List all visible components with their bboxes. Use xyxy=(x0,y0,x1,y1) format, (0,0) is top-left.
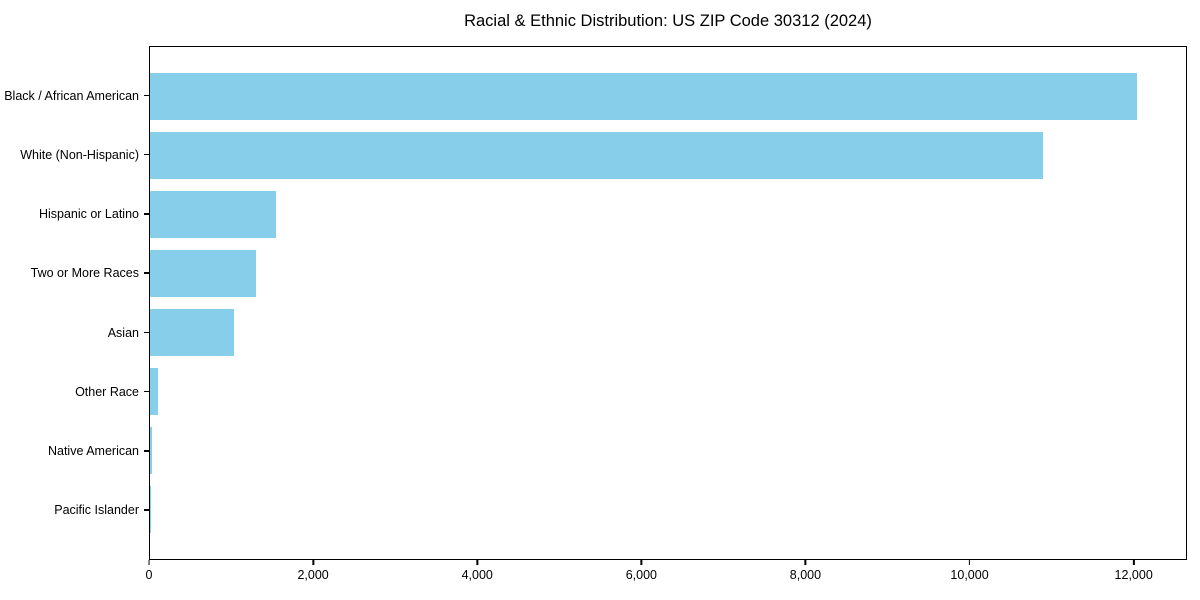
x-axis: 0 2,000 4,000 6,000 8,000 10,000 12,000 xyxy=(145,560,1187,592)
x-tick-mark xyxy=(312,560,314,565)
x-tick-label: 2,000 xyxy=(297,568,329,582)
y-tick-cell: White (Non-Hispanic) xyxy=(0,125,149,184)
y-tick-cell: Two or More Races xyxy=(0,244,149,303)
x-tick-label: 12,000 xyxy=(1114,568,1153,582)
x-tick-label: 8,000 xyxy=(789,568,822,582)
bar xyxy=(150,249,257,298)
x-tick-mark xyxy=(640,560,643,565)
y-tick-label: Two or More Races xyxy=(30,266,139,281)
y-tick-mark xyxy=(144,213,149,215)
x-tick: 6,000 xyxy=(626,560,657,582)
y-tick-mark xyxy=(144,153,149,156)
bar xyxy=(150,190,277,239)
x-tick-mark xyxy=(804,560,807,565)
x-tick: 8,000 xyxy=(790,560,821,582)
bar-row xyxy=(150,185,1186,244)
y-tick-mark xyxy=(144,390,149,393)
x-tick: 12,000 xyxy=(1115,560,1153,582)
y-tick-label: Hispanic or Latino xyxy=(38,207,139,222)
x-tick-label: 6,000 xyxy=(625,568,657,582)
bar xyxy=(150,426,152,475)
y-tick-mark xyxy=(144,272,149,274)
y-tick-mark xyxy=(144,331,149,334)
y-tick-mark xyxy=(144,450,149,452)
y-tick-cell: Hispanic or Latino xyxy=(0,185,149,244)
bar-row xyxy=(150,244,1186,303)
y-tick-label: Pacific Islander xyxy=(54,503,139,518)
bar-row xyxy=(150,362,1186,421)
y-tick-mark xyxy=(144,94,149,97)
bar xyxy=(150,367,159,416)
y-tick-label: Native American xyxy=(47,444,139,459)
x-tick: 0 xyxy=(145,560,153,582)
x-tick-label: 4,000 xyxy=(461,568,493,582)
y-tick-label: Black / African American xyxy=(4,88,139,103)
bar xyxy=(150,131,1043,180)
x-tick-mark xyxy=(148,560,150,565)
bar-row xyxy=(150,126,1186,185)
y-tick-mark xyxy=(144,509,149,511)
y-tick-cell: Asian xyxy=(0,303,149,362)
x-tick: 4,000 xyxy=(462,560,493,582)
plot-area xyxy=(149,46,1187,560)
y-tick-cell: Native American xyxy=(0,422,149,481)
y-tick-label: White (Non-Hispanic) xyxy=(20,147,139,162)
bar-row xyxy=(150,421,1186,480)
x-tick: 10,000 xyxy=(950,560,989,582)
x-tick: 2,000 xyxy=(297,560,329,582)
x-tick-label: 0 xyxy=(145,568,153,582)
bar-row xyxy=(150,67,1186,126)
y-tick-label: Other Race xyxy=(75,384,139,399)
y-tick-cell: Other Race xyxy=(0,362,149,421)
y-tick-cell: Black / African American xyxy=(0,66,149,125)
bar-row xyxy=(150,480,1186,539)
y-axis: Black / African American White (Non-Hispa… xyxy=(0,66,149,540)
bar-row xyxy=(150,303,1186,362)
bar xyxy=(150,485,151,534)
x-tick-mark xyxy=(1132,560,1135,565)
y-tick-cell: Pacific Islander xyxy=(0,481,149,540)
chart-title: Racial & Ethnic Distribution: US ZIP Cod… xyxy=(464,12,872,30)
bar xyxy=(150,308,234,357)
bar xyxy=(150,72,1137,121)
bar-rows xyxy=(150,67,1186,539)
x-tick-mark xyxy=(476,560,478,565)
y-tick-label: Asian xyxy=(107,325,139,340)
x-tick-label: 10,000 xyxy=(950,568,989,582)
x-tick-mark xyxy=(968,560,971,565)
